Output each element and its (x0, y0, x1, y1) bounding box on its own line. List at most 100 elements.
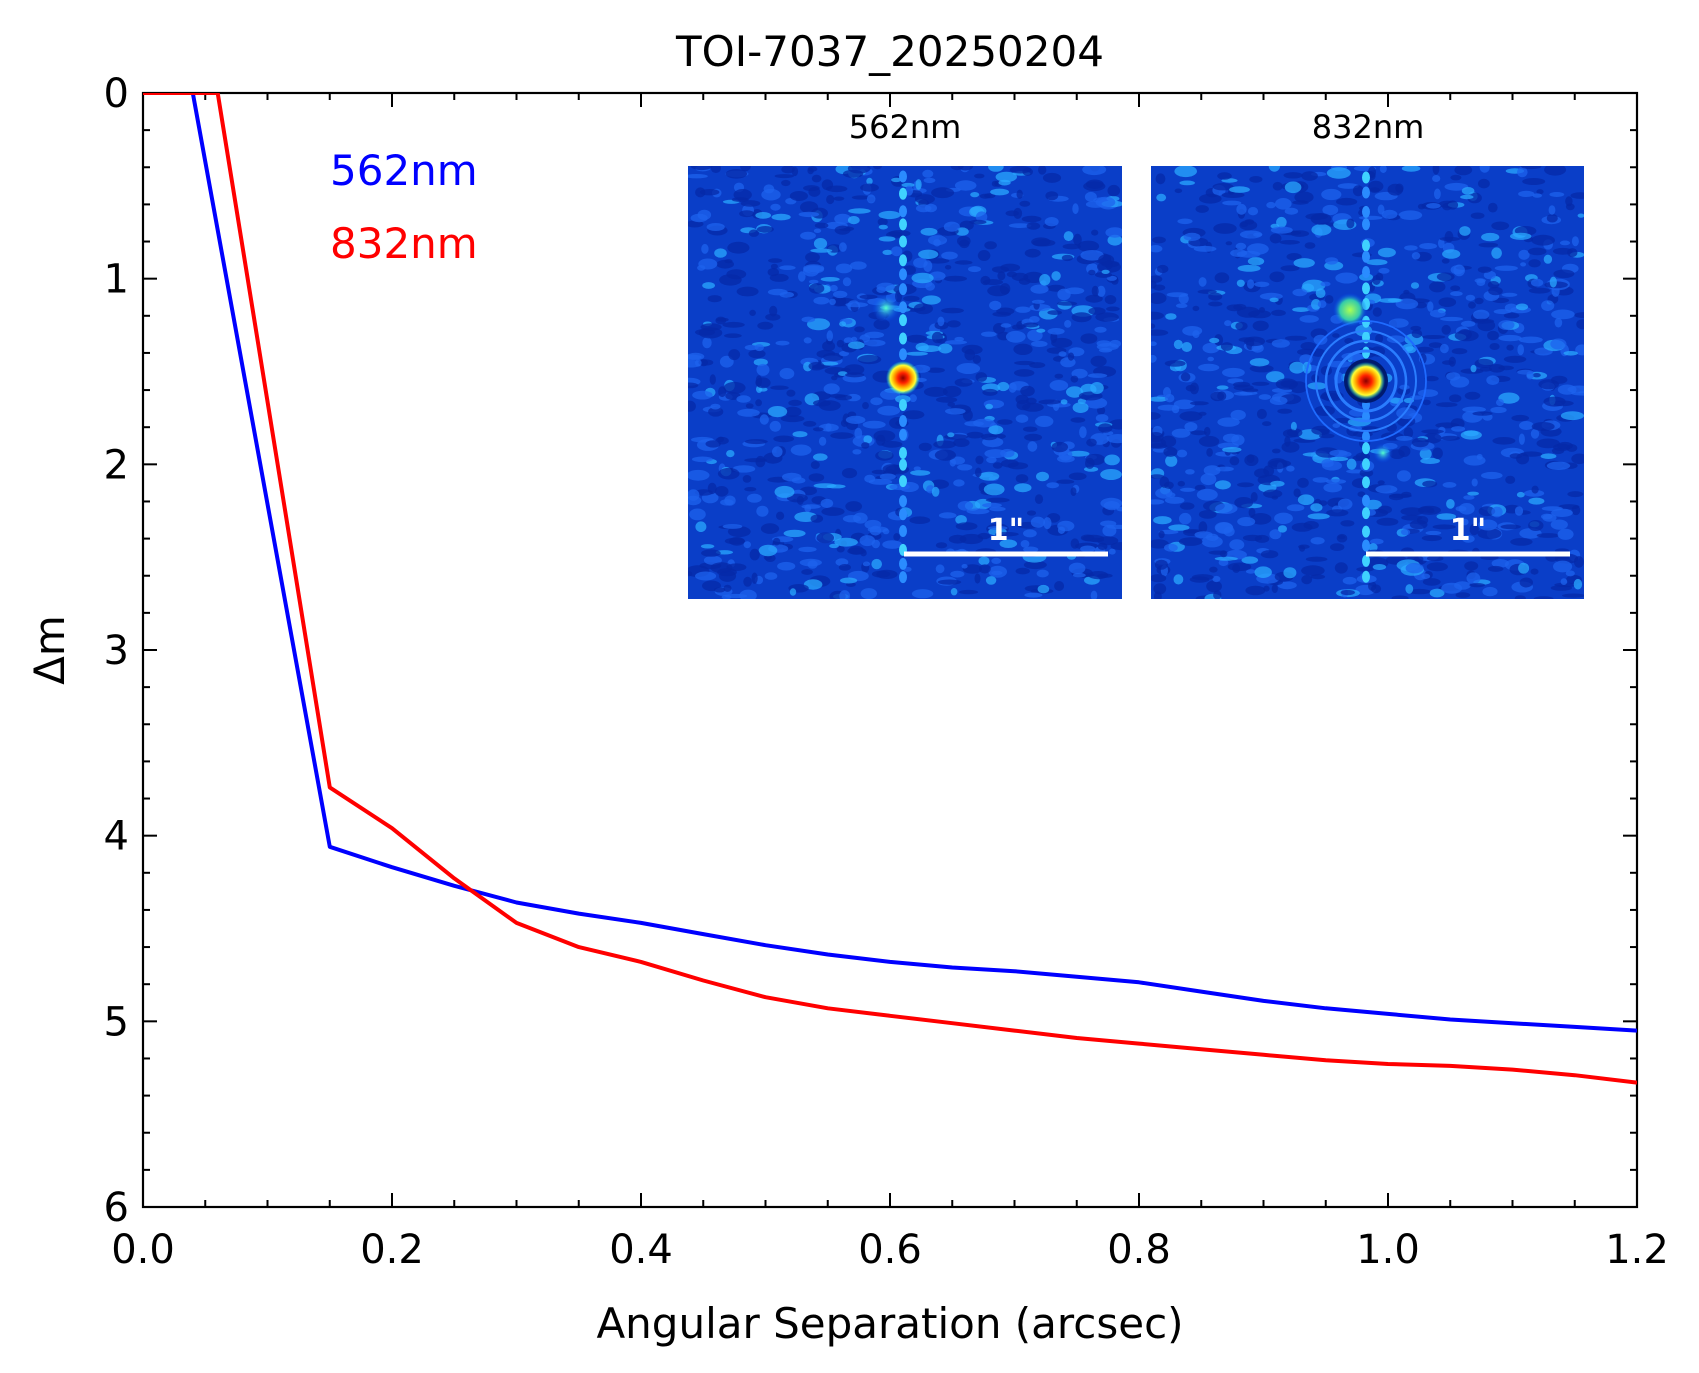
speckle (1410, 282, 1420, 289)
speckle (1335, 272, 1358, 284)
speckle (1272, 448, 1281, 454)
speckle (1301, 171, 1318, 181)
speckle (1072, 402, 1089, 413)
speckle (833, 196, 845, 201)
speckle (1097, 573, 1113, 578)
speckle (1016, 189, 1023, 199)
speckle (1276, 216, 1287, 228)
speckle (1239, 230, 1263, 239)
speckle (972, 354, 981, 364)
speckle (991, 570, 1003, 576)
diffraction-spike (899, 508, 907, 521)
speckle (745, 403, 754, 409)
speckle (1057, 288, 1071, 301)
speckle (868, 478, 893, 485)
speckle (985, 497, 1010, 503)
speckle (1100, 520, 1117, 527)
speckle (1455, 592, 1471, 598)
speckle (1531, 422, 1555, 431)
speckle (744, 458, 767, 463)
speckle (1037, 584, 1050, 594)
speckle (1419, 243, 1437, 250)
speckle (1054, 373, 1064, 379)
speckle (768, 258, 783, 263)
diffraction-spike (899, 428, 907, 441)
speckle (1063, 231, 1074, 242)
diffraction-spike (899, 525, 907, 537)
diffraction-spike (899, 447, 907, 459)
speckle (1289, 361, 1305, 374)
speckle (1429, 281, 1446, 293)
speckle (966, 431, 984, 439)
speckle (1235, 321, 1248, 331)
speckle (1039, 274, 1051, 286)
speckle (1377, 480, 1385, 485)
target-psf (886, 361, 920, 395)
speckle (918, 442, 932, 452)
speckle (1231, 434, 1245, 446)
speckle (1203, 465, 1221, 476)
speckle (1479, 166, 1490, 173)
speckle (1194, 531, 1213, 539)
speckle (1005, 330, 1026, 343)
speckle (1451, 426, 1466, 432)
speckle (1247, 243, 1269, 255)
speckle (906, 351, 928, 356)
speckle (1249, 358, 1270, 367)
speckle (1405, 584, 1414, 594)
speckle (812, 427, 824, 432)
speckle (1107, 234, 1122, 246)
speckle (978, 471, 1000, 481)
speckle (941, 307, 964, 314)
speckle (737, 408, 760, 417)
speckle (1213, 223, 1237, 234)
speckle (1300, 342, 1317, 351)
speckle (918, 249, 939, 259)
speckle (1318, 500, 1328, 506)
speckle (1334, 562, 1348, 574)
speckle (1436, 272, 1455, 282)
speckle (695, 571, 717, 581)
speckle (1247, 279, 1255, 289)
speckle (1245, 585, 1266, 596)
speckle (1461, 320, 1476, 327)
diffraction-spike (1362, 554, 1370, 567)
speckle (1031, 340, 1048, 347)
speckle (688, 220, 704, 228)
speckle (1263, 465, 1275, 477)
speckle (788, 399, 802, 406)
speckle (1198, 363, 1220, 372)
speckle (950, 570, 965, 578)
speckle (1458, 503, 1475, 515)
speckle (1311, 425, 1330, 435)
speckle (1082, 166, 1107, 176)
airy-rings (1305, 293, 1427, 463)
speckle (1325, 479, 1347, 484)
speckle (1573, 578, 1583, 590)
speckle (717, 436, 724, 442)
speckle (1408, 588, 1431, 595)
speckle (1562, 593, 1584, 598)
speckle (1098, 423, 1113, 433)
speckle (798, 211, 820, 218)
speckle (803, 185, 820, 192)
speckle (1254, 281, 1270, 287)
speckle (755, 399, 762, 407)
speckle (996, 307, 1015, 315)
x-tick-label: 0.4 (609, 1227, 673, 1273)
speckle (689, 508, 706, 521)
speckle (834, 537, 858, 547)
speckle (1233, 303, 1247, 311)
speckle (1329, 456, 1349, 462)
speckle (1297, 494, 1315, 506)
speckle (1152, 236, 1166, 244)
speckle (1107, 184, 1121, 197)
speckle (772, 446, 783, 458)
speckle (1046, 482, 1059, 489)
speckle (954, 260, 973, 265)
speckle (1372, 307, 1382, 317)
speckle (1441, 582, 1463, 594)
speckle (1514, 506, 1524, 516)
speckle (792, 431, 808, 438)
speckle (1426, 562, 1448, 572)
